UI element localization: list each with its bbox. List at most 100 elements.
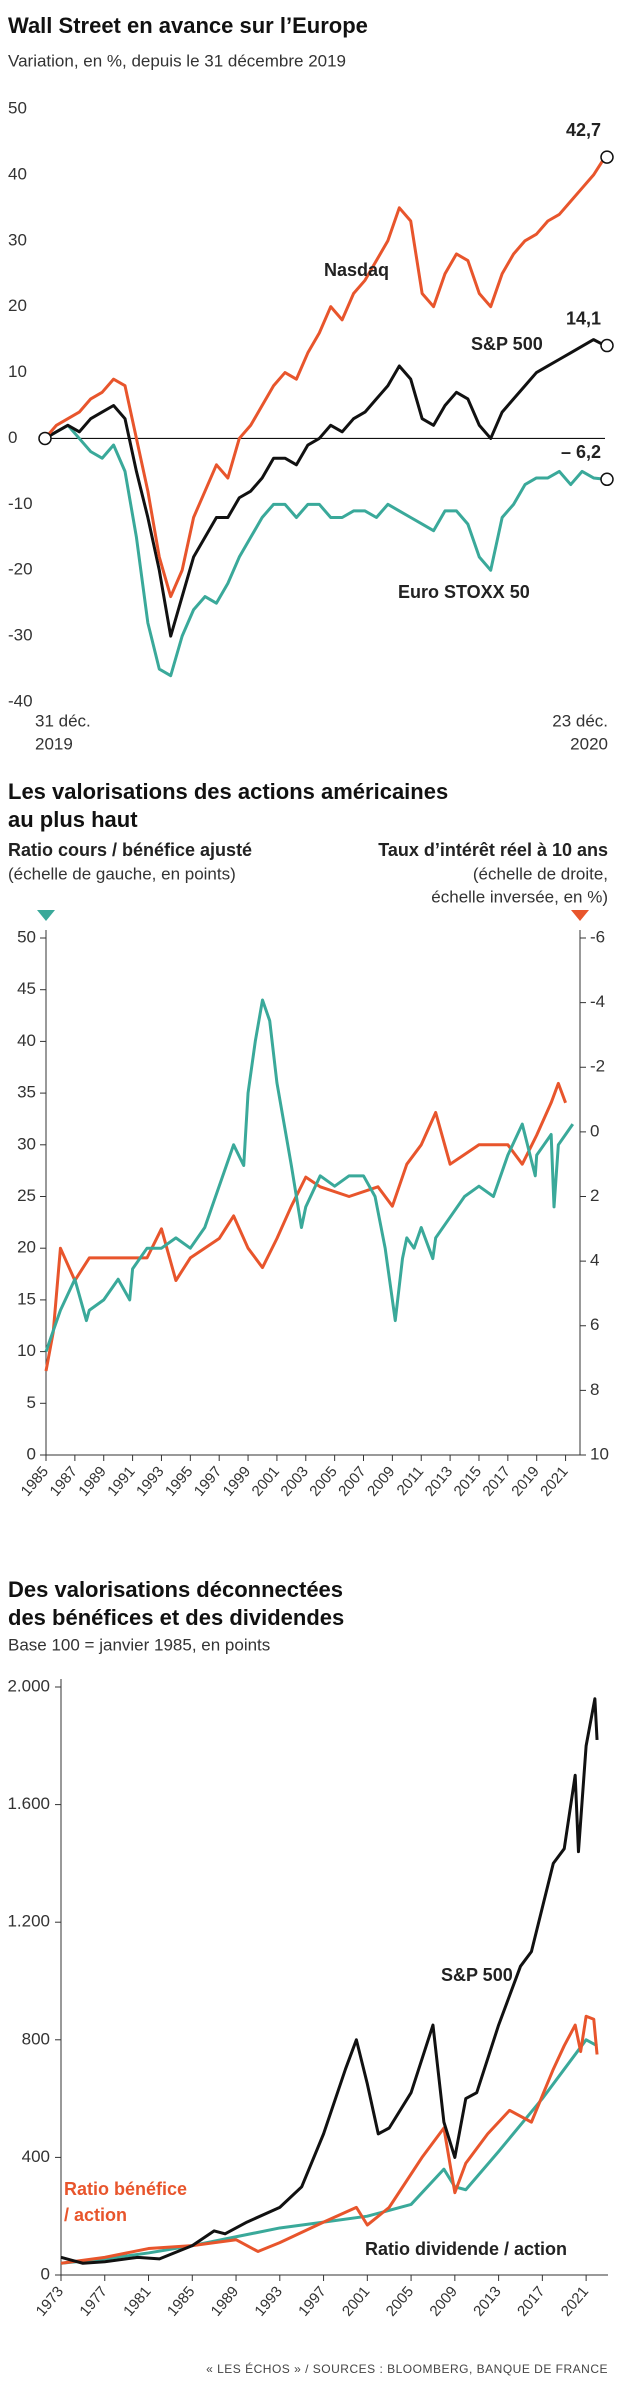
x-tick-label: 1985	[164, 2283, 198, 2319]
y2-tick-label: 4	[590, 1251, 599, 1270]
legend-label: Ratio cours / bénéfice ajusté	[8, 840, 252, 860]
end-value-label: 42,7	[566, 120, 601, 140]
end-value-label: – 6,2	[561, 442, 601, 462]
y-tick-label: 0	[27, 1444, 36, 1463]
x-tick-label: 1993	[251, 2283, 285, 2319]
legend-label: Taux d’intérêt réel à 10 ans	[378, 840, 608, 860]
x-tick-label: 1997	[191, 1463, 225, 1499]
series-label: Ratio bénéfice / action	[64, 2179, 188, 2225]
x-tick-label: 2009	[364, 1463, 398, 1499]
x-label-year: 2020	[570, 734, 608, 753]
footer: « LES ÉCHOS » / SOURCES : BLOOMBERG, BAN…	[206, 2361, 608, 2376]
series-line	[60, 1697, 599, 2265]
y-tick-label: -20	[8, 560, 33, 579]
y-tick-label: 800	[22, 2029, 50, 2048]
x-tick-label: 2015	[451, 1463, 485, 1499]
y2-tick-label: 8	[590, 1380, 599, 1399]
chart-title: Les valorisations des actions américaine…	[8, 779, 448, 804]
x-tick-label: 2007	[335, 1463, 369, 1499]
x-tick-label: 2021	[558, 2283, 592, 2319]
y2-tick-label: 2	[590, 1186, 599, 1205]
y-tick-label: 40	[17, 1031, 36, 1050]
x-tick-label: 1999	[220, 1463, 254, 1499]
x-tick-label: 1981	[120, 2283, 154, 2319]
series-line	[60, 2014, 599, 2265]
y-tick-label: 5	[27, 1393, 36, 1412]
x-tick-label: 1989	[208, 2283, 242, 2319]
x-tick-label: 1993	[133, 1463, 167, 1499]
x-tick-label: 2013	[422, 1463, 456, 1499]
y2-tick-label: 6	[590, 1315, 599, 1334]
chart-title: Wall Street en avance sur l’Europe	[8, 13, 368, 38]
x-tick-label: 2009	[426, 2283, 460, 2319]
series-line	[44, 1081, 567, 1372]
end-value-label: 14,1	[566, 308, 601, 328]
series-line	[44, 998, 575, 1353]
y-tick-label: -10	[8, 494, 33, 513]
x-tick-label: 1991	[104, 1463, 138, 1499]
end-marker	[600, 338, 614, 353]
y2-tick-label: 10	[590, 1444, 609, 1463]
y-tick-label: 1.200	[7, 1912, 50, 1931]
x-tick-label: 1997	[295, 2283, 329, 2319]
y-tick-label: 0	[8, 428, 17, 447]
x-tick-label: 2001	[249, 1463, 283, 1499]
series-line	[44, 338, 606, 638]
series-label: Euro STOXX 50	[398, 582, 530, 602]
x-tick-label: 1987	[46, 1463, 80, 1499]
y-tick-label: 10	[17, 1341, 36, 1360]
axis-marker	[571, 910, 589, 921]
series-line	[44, 423, 606, 678]
x-tick-label: 1973	[33, 2283, 67, 2319]
x-label-day: 31 déc.	[35, 711, 91, 730]
series-line	[43, 156, 607, 599]
axis-marker	[37, 910, 55, 921]
y-tick-label: -30	[8, 626, 33, 645]
y2-tick-label: 0	[590, 1121, 599, 1140]
y-tick-label: 20	[17, 1238, 36, 1257]
chart-title: des bénéfices et des dividendes	[8, 1605, 344, 1630]
chart-title: au plus haut	[8, 807, 138, 832]
legend-note: (échelle de droite,	[473, 864, 608, 883]
chart-subtitle: Base 100 = janvier 1985, en points	[8, 1635, 270, 1654]
y-tick-label: 50	[8, 98, 27, 117]
x-tick-label: 2017	[479, 1463, 513, 1499]
chart-title: Des valorisations déconnectées	[8, 1577, 343, 1602]
x-label-year: 2019	[35, 734, 73, 753]
legend-note: (échelle de gauche, en points)	[8, 864, 236, 883]
x-tick-label: 2005	[306, 1463, 340, 1499]
y2-tick-label: -4	[590, 992, 605, 1011]
y-tick-label: 50	[17, 927, 36, 946]
y-tick-label: 30	[17, 1134, 36, 1153]
series-label: Nasdaq	[324, 260, 389, 280]
y-tick-label: 1.600	[7, 1794, 50, 1813]
end-marker	[600, 150, 614, 164]
y-tick-label: 15	[17, 1289, 36, 1308]
x-tick-label: 1995	[162, 1463, 196, 1499]
end-marker	[600, 472, 614, 487]
series-label: S&P 500	[471, 334, 543, 354]
y-tick-label: 10	[8, 362, 27, 381]
x-tick-label: 1977	[76, 2283, 110, 2319]
y-tick-label: 400	[22, 2147, 50, 2166]
x-tick-label: 2001	[339, 2283, 373, 2319]
y-tick-label: -40	[8, 691, 33, 710]
legend-note: échelle inversée, en %)	[431, 887, 608, 906]
y2-tick-label: -6	[590, 927, 605, 946]
x-tick-label: 2017	[514, 2283, 548, 2319]
start-marker	[38, 431, 52, 446]
y-tick-label: 25	[17, 1186, 36, 1205]
x-tick-label: 2021	[537, 1463, 571, 1499]
series-label: S&P 500	[441, 1965, 513, 1985]
y-tick-label: 40	[8, 164, 27, 183]
y2-tick-label: -2	[590, 1057, 605, 1076]
y-tick-label: 30	[8, 230, 27, 249]
chart-subtitle: Variation, en %, depuis le 31 décembre 2…	[8, 51, 346, 70]
x-tick-label: 2013	[470, 2283, 504, 2319]
series-label-box: Ratio bénéfice / action	[64, 2179, 188, 2225]
series-label: Ratio dividende / action	[365, 2239, 567, 2259]
x-tick-label: 2011	[394, 1463, 428, 1499]
x-tick-label: 1989	[75, 1463, 109, 1499]
